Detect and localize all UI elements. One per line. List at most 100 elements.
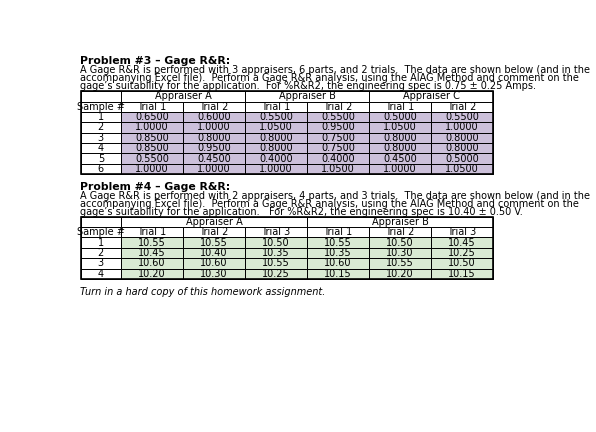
- Bar: [245, 102, 307, 112]
- Text: 1.0500: 1.0500: [321, 164, 355, 174]
- Bar: [183, 238, 245, 248]
- Text: Trial 1: Trial 1: [137, 102, 167, 112]
- Text: 0.5000: 0.5000: [383, 112, 417, 122]
- Bar: [431, 102, 493, 112]
- Bar: [369, 112, 431, 122]
- Text: 10.15: 10.15: [448, 269, 476, 279]
- Bar: [369, 133, 431, 143]
- Bar: [369, 102, 431, 112]
- Bar: [121, 248, 183, 258]
- Bar: [80, 248, 121, 258]
- Bar: [245, 112, 307, 122]
- Bar: [183, 112, 245, 122]
- Text: Trial 2: Trial 2: [323, 102, 353, 112]
- Text: 0.5500: 0.5500: [135, 154, 169, 164]
- Bar: [183, 258, 245, 269]
- Text: 1.0500: 1.0500: [383, 123, 417, 133]
- Bar: [431, 122, 493, 133]
- Bar: [245, 248, 307, 258]
- Bar: [80, 102, 493, 112]
- Text: 10.60: 10.60: [138, 258, 166, 268]
- Bar: [121, 227, 183, 238]
- Text: 10.30: 10.30: [200, 269, 228, 279]
- Bar: [307, 269, 369, 279]
- Text: 2: 2: [98, 123, 104, 133]
- Bar: [80, 133, 121, 143]
- Bar: [369, 153, 431, 164]
- Bar: [121, 153, 183, 164]
- Bar: [121, 216, 307, 227]
- Text: 0.8000: 0.8000: [383, 143, 417, 153]
- Bar: [369, 248, 431, 258]
- Text: 1.0000: 1.0000: [383, 164, 417, 174]
- Bar: [245, 122, 307, 133]
- Text: 1.0000: 1.0000: [135, 123, 169, 133]
- Bar: [307, 258, 369, 269]
- Text: 10.60: 10.60: [324, 258, 352, 268]
- Bar: [245, 153, 307, 164]
- Bar: [121, 122, 183, 133]
- Text: 10.60: 10.60: [200, 258, 228, 268]
- Bar: [431, 269, 493, 279]
- Text: A Gage R&R is performed with 2 appraisers, 4 parts, and 3 trials.  The data are : A Gage R&R is performed with 2 appraiser…: [80, 191, 590, 201]
- Bar: [80, 216, 493, 227]
- Bar: [183, 133, 245, 143]
- Text: Trial 3: Trial 3: [448, 227, 477, 237]
- Text: 0.8000: 0.8000: [445, 143, 479, 153]
- Text: 0.9500: 0.9500: [197, 143, 231, 153]
- Bar: [183, 143, 245, 153]
- Text: Sample #: Sample #: [77, 102, 125, 112]
- Bar: [431, 227, 493, 238]
- Text: Appraiser B: Appraiser B: [371, 217, 429, 227]
- Text: Appraiser B: Appraiser B: [278, 91, 336, 102]
- Text: 10.35: 10.35: [262, 248, 290, 258]
- Text: accompanying Excel file).  Perform a Gage R&R analysis, using the AIAG Method an: accompanying Excel file). Perform a Gage…: [80, 199, 579, 209]
- Text: 10.20: 10.20: [386, 269, 414, 279]
- Bar: [80, 164, 121, 174]
- Bar: [80, 227, 493, 238]
- Bar: [121, 112, 183, 122]
- Text: Trial 1: Trial 1: [262, 102, 291, 112]
- Text: 10.55: 10.55: [324, 238, 352, 248]
- Bar: [80, 91, 493, 102]
- Text: 10.25: 10.25: [448, 248, 476, 258]
- Bar: [80, 227, 121, 238]
- Bar: [80, 122, 121, 133]
- Bar: [80, 143, 121, 153]
- Text: 10.55: 10.55: [200, 238, 228, 248]
- Bar: [369, 227, 431, 238]
- Bar: [80, 269, 121, 279]
- Text: 1: 1: [98, 112, 104, 122]
- Text: Trial 3: Trial 3: [262, 227, 291, 237]
- Bar: [183, 153, 245, 164]
- Text: Turn in a hard copy of this homework assignment.: Turn in a hard copy of this homework ass…: [80, 287, 325, 297]
- Bar: [307, 164, 369, 174]
- Bar: [431, 143, 493, 153]
- Text: accompanying Excel file).  Perform a Gage R&R analysis, using the AIAG Method an: accompanying Excel file). Perform a Gage…: [80, 73, 579, 83]
- Bar: [183, 102, 245, 112]
- Bar: [121, 91, 245, 102]
- Bar: [431, 258, 493, 269]
- Text: 0.6000: 0.6000: [197, 112, 231, 122]
- Bar: [307, 216, 493, 227]
- Text: 10.55: 10.55: [262, 258, 290, 268]
- Bar: [431, 248, 493, 258]
- Text: 0.4500: 0.4500: [383, 154, 417, 164]
- Bar: [121, 238, 183, 248]
- Bar: [80, 238, 121, 248]
- Text: 4: 4: [98, 269, 104, 279]
- Text: 1: 1: [98, 238, 104, 248]
- Text: 0.5500: 0.5500: [259, 112, 293, 122]
- Text: Sample #: Sample #: [77, 227, 125, 237]
- Bar: [431, 153, 493, 164]
- Bar: [183, 122, 245, 133]
- Bar: [307, 248, 369, 258]
- Text: 0.8500: 0.8500: [135, 133, 169, 143]
- Bar: [245, 143, 307, 153]
- Text: 0.5500: 0.5500: [445, 112, 479, 122]
- Bar: [245, 91, 369, 102]
- Text: 1.0500: 1.0500: [445, 164, 479, 174]
- Bar: [121, 258, 183, 269]
- Text: 10.30: 10.30: [386, 248, 414, 258]
- Text: 0.8500: 0.8500: [135, 143, 169, 153]
